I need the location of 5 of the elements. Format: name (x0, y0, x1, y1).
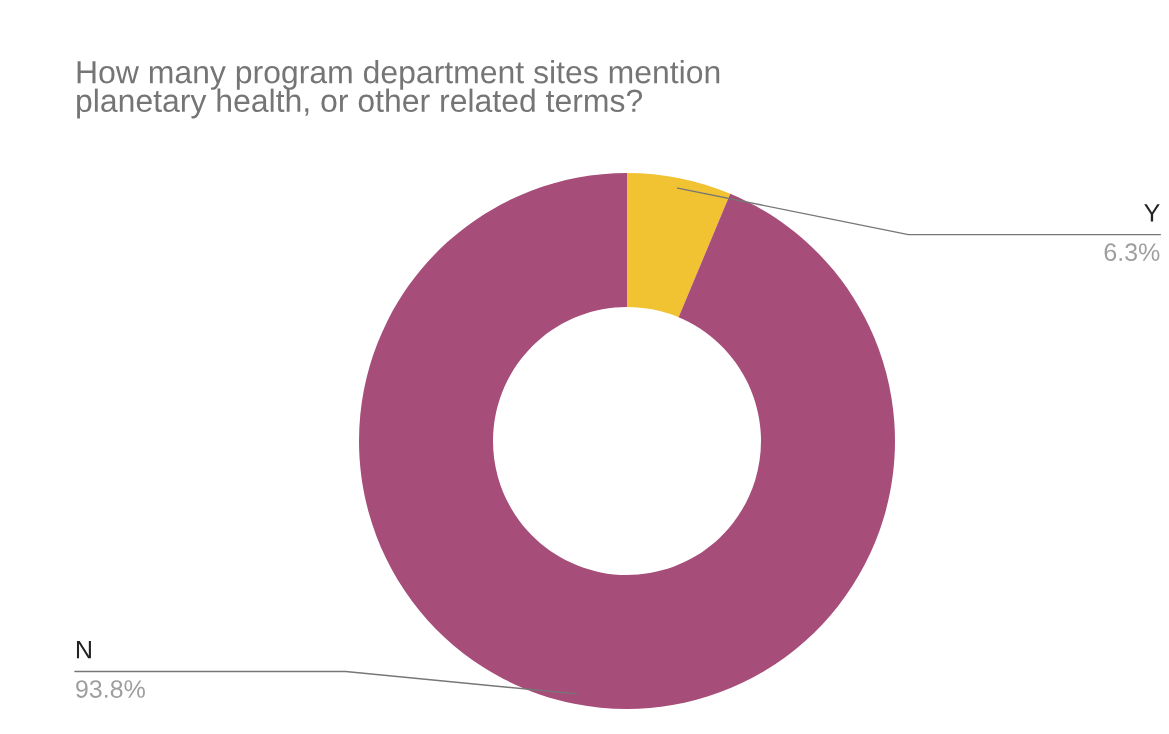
slice-label: N (76, 641, 91, 659)
slice-label: Y (1144, 204, 1160, 222)
data-label: 6.3% (1104, 243, 1160, 262)
chart-title: How many program department sites mention planetary health, or other related terms? (77, 60, 720, 119)
data-label: 93.8% (76, 680, 145, 698)
